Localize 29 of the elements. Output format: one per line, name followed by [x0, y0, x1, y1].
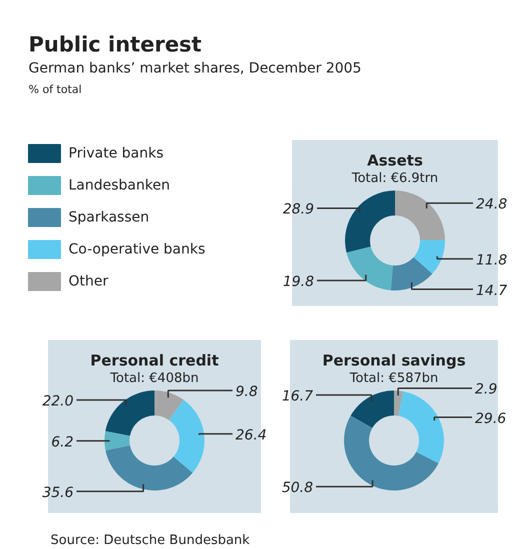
data-label: 9.8	[236, 384, 258, 400]
data-label: 22.0	[42, 394, 74, 410]
legend-label: Sparkassen	[68, 210, 150, 226]
text: Assets	[367, 152, 423, 170]
data-label: 29.6	[475, 410, 506, 427]
data-label: 11.8	[476, 252, 508, 268]
data-label: 50.8	[282, 480, 314, 496]
chart-title: Personal savings	[322, 352, 466, 370]
chart-subtitle: Total: €587bn	[348, 371, 438, 386]
data-label: 19.8	[282, 274, 314, 290]
text: % of total	[28, 83, 82, 96]
data-label: 35.6	[42, 484, 74, 501]
legend-label: Private banks	[68, 146, 164, 162]
text: Total: €6.9trn	[350, 171, 438, 186]
legend-label: Co-operative banks	[68, 242, 206, 258]
data-label: 2.9	[475, 382, 498, 398]
text: Public interest	[28, 32, 202, 56]
data-label: 6.2	[51, 434, 74, 450]
data-label: 28.9	[282, 202, 314, 218]
data-label: 24.8	[476, 196, 508, 213]
legend-label: Landesbanken	[68, 178, 170, 194]
text: German banks’ market shares, December 2005	[28, 60, 362, 76]
legend-label: Other	[68, 274, 108, 290]
data-label: 14.7	[476, 282, 508, 299]
chart-title: Personal credit	[90, 352, 219, 370]
data-label: 26.4	[236, 427, 267, 444]
chart-subtitle: Total: €408bn	[109, 371, 199, 386]
data-label: 16.7	[282, 388, 314, 405]
source-note: Source: Deutsche Bundesbank	[50, 533, 250, 548]
